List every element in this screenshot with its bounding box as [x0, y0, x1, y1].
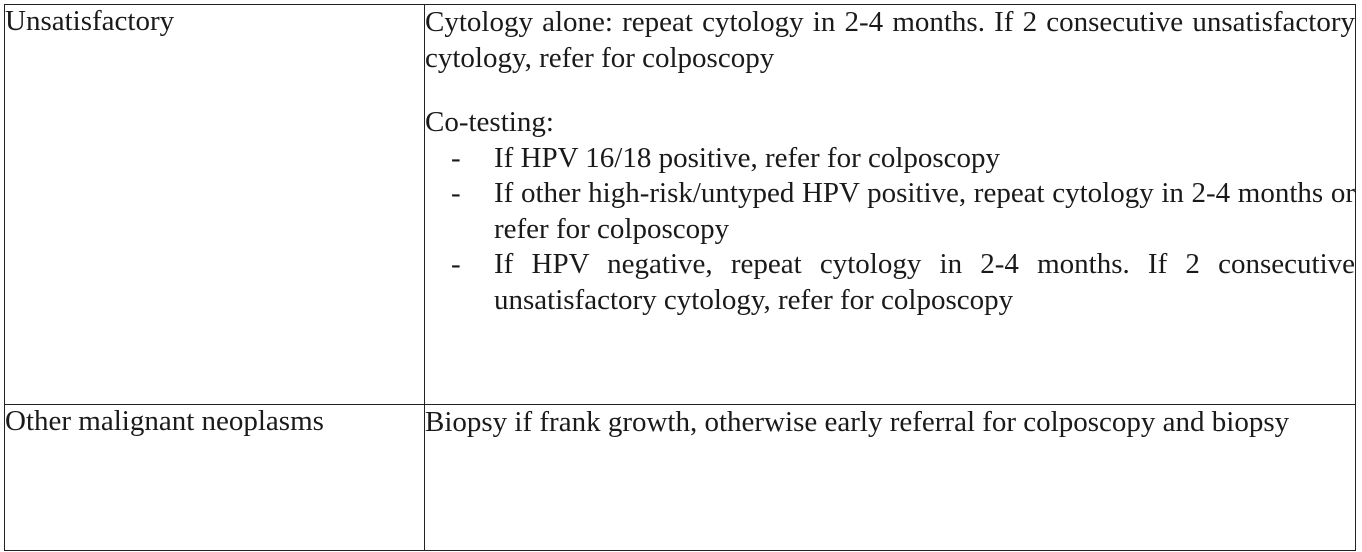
dash-bullet: -: [451, 248, 461, 280]
category-cell: Other malignant neoplasms: [4, 404, 425, 551]
recommendation-cell: Cytology alone: repeat cytology in 2-4 m…: [424, 4, 1356, 405]
list-item: - If HPV negative, repeat cytology in 2-…: [425, 247, 1355, 318]
management-table: Unsatisfactory Cytology alone: repeat cy…: [4, 4, 1356, 551]
list-item: - If HPV 16/18 positive, refer for colpo…: [425, 141, 1355, 177]
table-row-other-malignant: Other malignant neoplasms Biopsy if fran…: [4, 404, 1356, 551]
dash-bullet: -: [451, 141, 461, 174]
category-cell: Unsatisfactory: [4, 4, 425, 405]
dash-bullet: -: [451, 177, 461, 209]
category-label: Unsatisfactory: [5, 5, 175, 37]
category-label: Other malignant neoplasms: [5, 405, 324, 437]
list-item-text: If HPV 16/18 positive, refer for colposc…: [494, 141, 1001, 174]
list-item-text: If HPV negative, repeat cytology in 2-4 …: [494, 248, 1355, 316]
table-row-unsatisfactory: Unsatisfactory Cytology alone: repeat cy…: [4, 4, 1356, 405]
cotesting-list: - If HPV 16/18 positive, refer for colpo…: [425, 141, 1355, 319]
cotesting-heading: Co-testing:: [425, 106, 554, 138]
list-item: - If other high-risk/untyped HPV positiv…: [425, 176, 1355, 247]
list-item-text: If other high-risk/untyped HPV positive,…: [494, 177, 1355, 245]
recommendation-text: Biopsy if frank growth, otherwise early …: [425, 406, 1290, 438]
cytology-alone-text: Cytology alone: repeat cytology in 2-4 m…: [425, 6, 1355, 74]
recommendation-cell: Biopsy if frank growth, otherwise early …: [424, 404, 1356, 551]
